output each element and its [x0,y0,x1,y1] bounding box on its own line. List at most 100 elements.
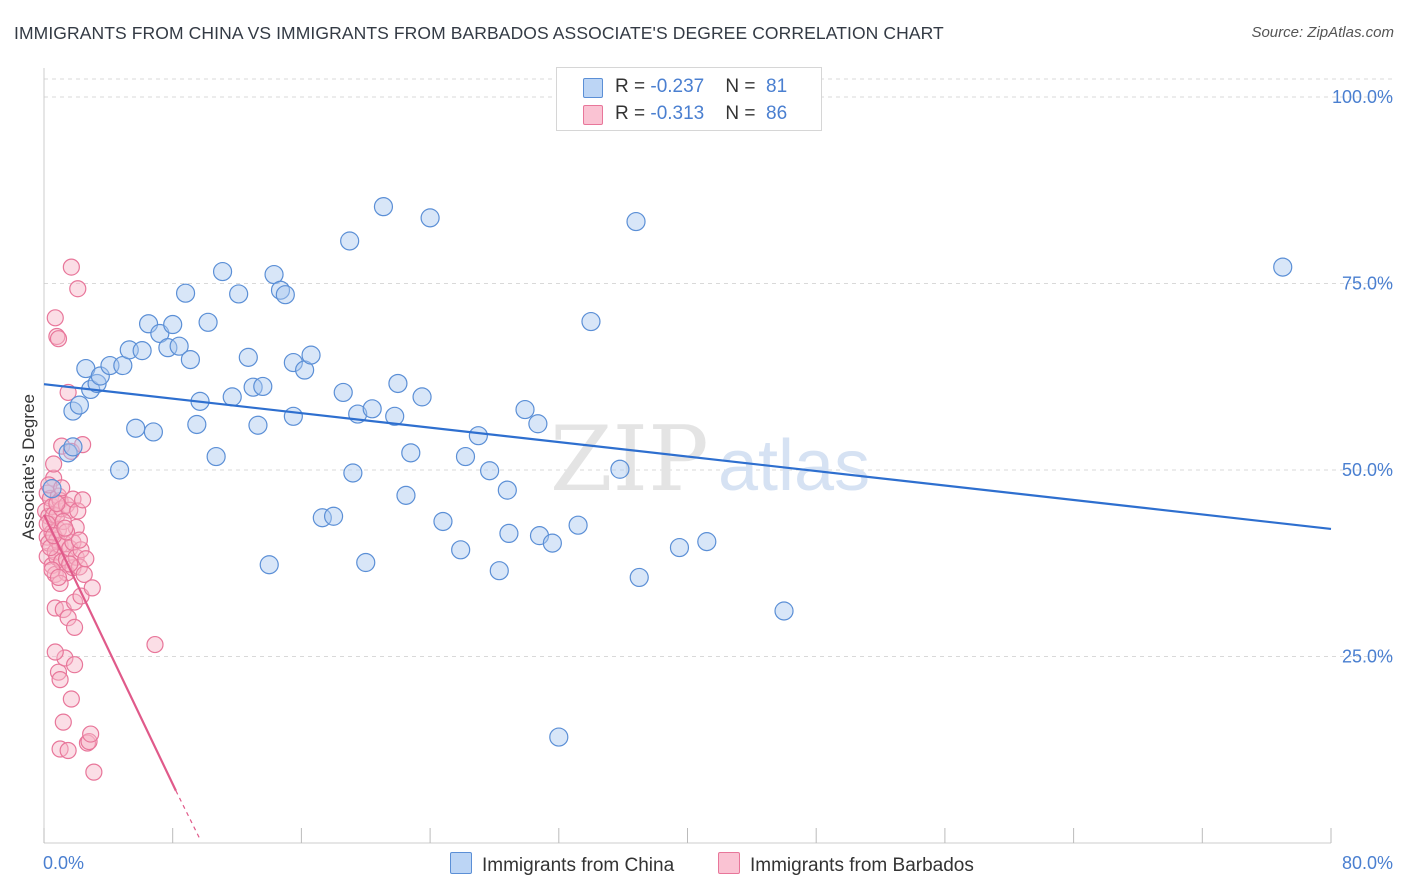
barbados-point [40,476,58,494]
barbados-trend-line [43,514,177,792]
barbados-point [62,690,80,708]
legend-n-label: N = [725,103,761,124]
barbados-point [82,725,100,743]
barbados-point [74,491,92,509]
barbados-point [49,568,68,587]
china-point [283,352,303,373]
bottom-legend-china: Immigrants from China [450,852,674,877]
bottom-legend-barbados: Immigrants from Barbados [718,852,974,877]
china-point [451,540,471,560]
china-point [581,311,601,332]
barbados-point [49,330,68,348]
barbados-point [46,309,64,327]
china-point [343,463,363,483]
barbados-point [65,656,84,674]
watermark-atlas: atlas [718,426,870,506]
china-point [433,511,453,532]
china-point [480,461,500,481]
china-swatch [583,78,603,98]
legend-n-value: 86 [766,103,788,124]
china-point [528,414,548,434]
bottom-legend-barbados-label: Immigrants from Barbados [750,855,974,876]
china-point [63,437,83,457]
barbados-point [69,280,87,298]
barbados-point [62,258,80,276]
chart-title: IMMIGRANTS FROM CHINA VS IMMIGRANTS FROM… [14,23,944,43]
china-point [468,426,488,446]
barbados-point [59,609,77,627]
legend-r-label: R = [615,76,651,97]
china-point [206,446,226,467]
china-point [243,377,263,397]
y-tick-label: 75.0% [1342,274,1393,294]
legend-r-value: -0.237 [650,76,705,97]
china-point [163,314,183,335]
china-point [626,211,646,232]
y-tick-label: 25.0% [1342,647,1393,667]
bottom-legend-china-label: Immigrants from China [482,855,675,876]
china-point [629,567,649,588]
barbados-point [59,741,77,760]
axes [43,68,1332,844]
barbados-point [56,519,74,537]
china-point [340,231,360,251]
china-point [198,312,218,332]
x-tick-label: 0.0% [43,853,84,873]
barbados-point [77,550,95,568]
barbados-point [65,618,84,637]
china-point [110,460,130,480]
barbados-point [53,479,71,497]
china-point [697,532,717,552]
china-point [669,537,690,558]
china-point [420,208,440,228]
china-point [489,561,509,581]
china-point [362,399,382,419]
china-point [253,376,273,397]
china-point [323,506,344,526]
china-trend-line [43,383,1332,531]
barbados-point [51,671,69,689]
china-point [222,387,242,407]
barbados-point [146,635,164,654]
china-point [283,406,303,426]
china-point [356,552,376,573]
barbados-swatch [583,105,603,125]
barbados-point [45,455,63,473]
barbados-swatch [718,852,740,874]
gridlines [44,78,1392,657]
stats-legend: R = -0.237 N = 81 R = -0.313 N = 86 [556,67,822,131]
china-point [275,285,295,305]
china-point [229,284,249,304]
china-point [187,414,207,435]
china-point [259,555,279,575]
barbados-point [54,713,72,731]
china-point [126,418,146,438]
barbados-trend-extension [175,790,201,840]
china-point [90,366,110,386]
china-point [542,533,562,553]
china-points [42,197,1293,747]
china-point [180,349,200,370]
china-point [610,459,630,479]
china-point [1273,257,1293,277]
barbados-points [37,258,164,781]
trend-lines [43,383,1332,840]
china-point [301,345,321,365]
y-tick-label: 100.0% [1332,87,1393,107]
watermark-zip: ZIP [550,407,709,512]
china-point [385,406,405,426]
barbados-point [65,593,84,611]
china-swatch [450,852,472,874]
barbados-point [69,502,87,520]
barbados-point [56,649,74,667]
china-point [455,446,476,467]
legend-n-value: 81 [766,76,788,97]
barbados-point [51,574,69,592]
china-point [212,261,233,282]
china-point [388,373,408,394]
legend-r-value: -0.313 [650,103,705,124]
barbados-point [83,579,101,597]
barbados-point [70,531,88,549]
x-tick-labels: 0.0% 80.0% [43,853,1393,873]
x-tick-label: 80.0% [1342,853,1393,873]
